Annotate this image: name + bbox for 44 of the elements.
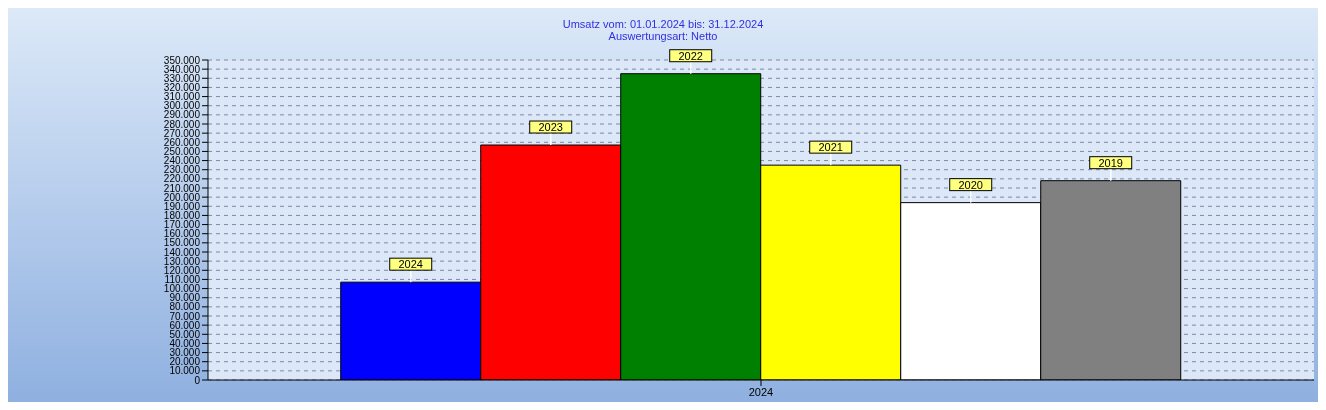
y-tick-label: 240.000 <box>163 155 201 167</box>
y-tick-label: 90.000 <box>169 292 201 304</box>
y-tick-label: 230.000 <box>163 164 201 176</box>
series-label: 2019 <box>1098 156 1123 169</box>
y-tick-label: 290.000 <box>163 109 201 121</box>
series-label: 2020 <box>958 178 983 191</box>
y-tick-label: 130.000 <box>163 255 201 267</box>
chart-subtitle: Auswertungsart: Netto <box>607 30 719 42</box>
y-tick-label: 20.000 <box>169 356 201 368</box>
y-tick-label: 150.000 <box>163 237 201 249</box>
y-tick-label: 160.000 <box>163 228 201 240</box>
y-tick-label: 260.000 <box>163 136 201 148</box>
y-tick-label: 110.000 <box>164 273 201 285</box>
y-tick-label: 40.000 <box>169 337 201 349</box>
series-label: 2021 <box>818 141 843 154</box>
y-tick-label: 60.000 <box>169 319 201 331</box>
y-tick-label: 120.000 <box>163 264 201 276</box>
y-tick-label: 140.000 <box>163 246 201 258</box>
series-label: 2024 <box>398 258 423 271</box>
y-tick-label: 270.000 <box>163 127 201 139</box>
y-tick-label: 100.000 <box>163 283 201 295</box>
y-tick-label: 30.000 <box>169 347 201 359</box>
y-tick-label: 0 <box>194 374 201 386</box>
y-tick-label: 200.000 <box>163 191 201 203</box>
y-tick-label: 10.000 <box>169 365 201 377</box>
y-tick-label: 190.000 <box>163 200 201 212</box>
chart-title: Umsatz vom: 01.01.2024 bis: 31.12.2024 <box>561 18 765 30</box>
y-tick-label: 70.000 <box>169 310 201 322</box>
y-tick-label: 310.000 <box>163 91 201 103</box>
y-tick-label: 220.000 <box>163 173 201 185</box>
y-tick-label: 320.000 <box>163 81 201 93</box>
y-tick-label: 170.000 <box>163 219 201 231</box>
series-label: 2022 <box>678 49 703 62</box>
y-tick-label: 250.000 <box>163 145 201 157</box>
y-tick-label: 210.000 <box>163 182 201 194</box>
y-tick-label: 280.000 <box>163 118 201 130</box>
y-tick-label: 50.000 <box>169 328 201 340</box>
y-tick-label: 80.000 <box>169 301 201 313</box>
y-tick-label: 340.000 <box>163 63 201 75</box>
y-tick-label: 180.000 <box>163 209 201 221</box>
y-tick-label: 300.000 <box>163 100 201 112</box>
series-label: 2023 <box>538 121 563 134</box>
y-tick-label: 330.000 <box>163 72 201 84</box>
y-tick-label: 350.000 <box>163 54 201 66</box>
